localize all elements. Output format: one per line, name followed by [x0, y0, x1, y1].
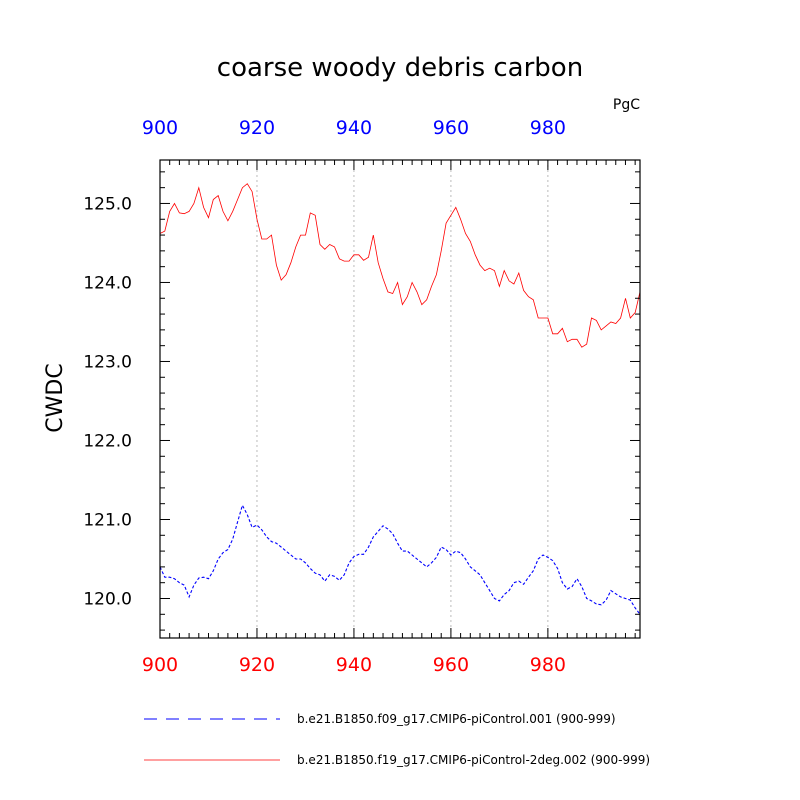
x-tick-label-bottom: 920	[239, 654, 275, 676]
x-tick-label-bottom: 960	[433, 654, 469, 676]
tick-labels: 900 900 920 920 940 940 960 960 980 980 120.0 121.0…	[83, 117, 566, 676]
y-tick-label: 121.0	[83, 510, 132, 530]
y-tick-label: 122.0	[83, 431, 132, 451]
series-line-1	[159, 183, 641, 348]
x-tick-label-top: 980	[530, 117, 566, 139]
legend-label-0: b.e21.B1850.f09_g17.CMIP6-piControl.001 …	[297, 712, 616, 726]
plot-frame	[159, 159, 641, 639]
x-tick-label-bottom: 980	[530, 654, 566, 676]
series-line-0	[159, 503, 641, 615]
x-tick-label-top: 940	[336, 117, 372, 139]
x-tick-label-top: 900	[142, 117, 178, 139]
legend: b.e21.B1850.f09_g17.CMIP6-piControl.001 …	[144, 712, 650, 767]
units-label: PgC	[613, 97, 640, 113]
chart-title: coarse woody debris carbon	[217, 53, 583, 83]
y-axis-label: CWDC	[43, 363, 68, 432]
legend-label-1: b.e21.B1850.f19_g17.CMIP6-piControl-2deg…	[297, 753, 650, 767]
x-tick-label-bottom: 940	[336, 654, 372, 676]
y-tick-label: 124.0	[83, 273, 132, 293]
y-tick-label: 120.0	[83, 589, 132, 609]
axis-ticks	[159, 160, 640, 638]
x-tick-label-bottom: 900	[142, 654, 178, 676]
grid-lines	[256, 160, 549, 638]
y-tick-label: 125.0	[83, 194, 132, 214]
x-tick-label-top: 920	[239, 117, 275, 139]
data-series	[159, 183, 641, 615]
y-tick-label: 123.0	[83, 352, 132, 372]
x-tick-label-top: 960	[433, 117, 469, 139]
